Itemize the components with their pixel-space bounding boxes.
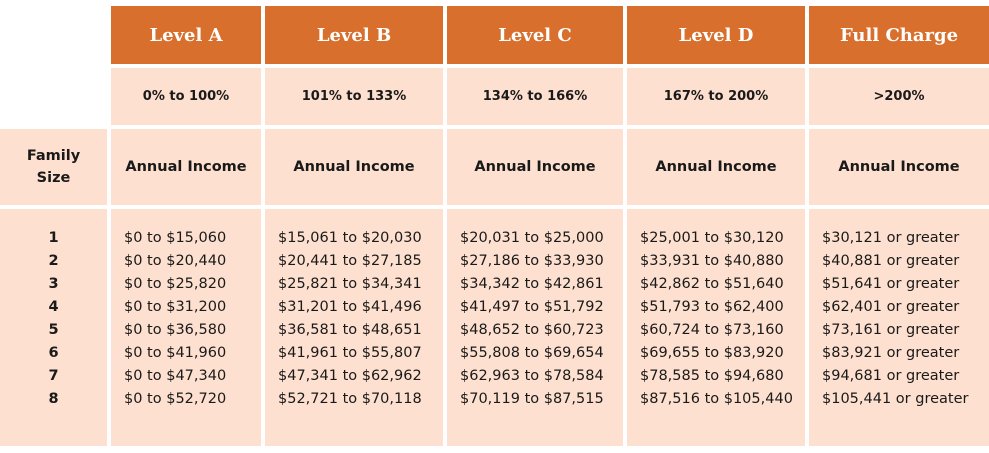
- income-value: $87,516 to $105,440: [640, 391, 793, 407]
- income-value: $62,401 or greater: [822, 299, 960, 315]
- full-charge-header: Full Charge: [809, 6, 989, 64]
- family-size: 8: [48, 391, 59, 407]
- level-b-header: Level B: [265, 6, 443, 64]
- family-size: 2: [48, 253, 59, 269]
- income-value: $73,161 or greater: [822, 322, 960, 338]
- income-value: $41,961 to $55,807: [278, 345, 422, 361]
- income-value: $36,581 to $48,651: [278, 322, 422, 338]
- level-a-header: Level A: [111, 6, 261, 64]
- income-value: $0 to $47,340: [124, 368, 227, 384]
- income-value: $34,342 to $42,861: [460, 276, 604, 292]
- family-size: 1: [48, 230, 59, 246]
- income-value: $15,061 to $20,030: [278, 230, 422, 246]
- level-b-income-label: Annual Income: [265, 129, 443, 205]
- full-charge-income-label: Annual Income: [809, 129, 989, 205]
- income-value: $40,881 or greater: [822, 253, 960, 269]
- level-d-values: $25,001 to $30,120 $33,931 to $40,880 $4…: [627, 209, 805, 446]
- income-value: $0 to $25,820: [124, 276, 227, 292]
- income-value: $33,931 to $40,880: [640, 253, 784, 269]
- family-size: 5: [48, 322, 59, 338]
- family-size-label-line1: Family: [26, 148, 81, 164]
- income-value: $0 to $36,580: [124, 322, 227, 338]
- income-value: $0 to $15,060: [124, 230, 227, 246]
- level-a-values: $0 to $15,060 $0 to $20,440 $0 to $25,82…: [111, 209, 261, 446]
- income-value: $0 to $20,440: [124, 253, 227, 269]
- family-size: 6: [48, 345, 59, 361]
- income-value: $42,862 to $51,640: [640, 276, 784, 292]
- income-value: $48,652 to $60,723: [460, 322, 604, 338]
- family-size-label-line2: Size: [36, 170, 71, 186]
- income-value: $27,186 to $33,930: [460, 253, 604, 269]
- income-value: $0 to $41,960: [124, 345, 227, 361]
- income-value: $20,441 to $27,185: [278, 253, 422, 269]
- income-value: $52,721 to $70,118: [278, 391, 422, 407]
- level-a-range: 0% to 100%: [111, 68, 261, 125]
- family-size: 4: [48, 299, 59, 315]
- family-size-header: Family Size: [0, 129, 107, 205]
- income-value: $0 to $52,720: [124, 391, 227, 407]
- level-c-values: $20,031 to $25,000 $27,186 to $33,930 $3…: [447, 209, 623, 446]
- level-b-values: $15,061 to $20,030 $20,441 to $27,185 $2…: [265, 209, 443, 446]
- income-value: $20,031 to $25,000: [460, 230, 604, 246]
- family-size-column: 1 2 3 4 5 6 7 8: [0, 209, 107, 446]
- income-value: $83,921 or greater: [822, 345, 960, 361]
- income-value: $70,119 to $87,515: [460, 391, 604, 407]
- income-value: $51,641 or greater: [822, 276, 960, 292]
- income-value: $30,121 or greater: [822, 230, 960, 246]
- income-value: $25,001 to $30,120: [640, 230, 784, 246]
- full-charge-range: >200%: [809, 68, 989, 125]
- income-value: $41,497 to $51,792: [460, 299, 604, 315]
- family-size: 3: [48, 276, 59, 292]
- income-value: $94,681 or greater: [822, 368, 960, 384]
- level-a-income-label: Annual Income: [111, 129, 261, 205]
- income-value: $62,963 to $78,584: [460, 368, 604, 384]
- income-value: $47,341 to $62,962: [278, 368, 422, 384]
- income-value: $69,655 to $83,920: [640, 345, 784, 361]
- income-value: $0 to $31,200: [124, 299, 227, 315]
- income-value: $31,201 to $41,496: [278, 299, 422, 315]
- income-value: $105,441 or greater: [822, 391, 969, 407]
- level-c-range: 134% to 166%: [447, 68, 623, 125]
- level-c-header: Level C: [447, 6, 623, 64]
- level-d-range: 167% to 200%: [627, 68, 805, 125]
- income-value: $55,808 to $69,654: [460, 345, 604, 361]
- income-value: $78,585 to $94,680: [640, 368, 784, 384]
- level-c-income-label: Annual Income: [447, 129, 623, 205]
- level-d-income-label: Annual Income: [627, 129, 805, 205]
- full-charge-values: $30,121 or greater $40,881 or greater $5…: [809, 209, 989, 446]
- income-value: $25,821 to $34,341: [278, 276, 422, 292]
- income-value: $60,724 to $73,160: [640, 322, 784, 338]
- income-value: $51,793 to $62,400: [640, 299, 784, 315]
- family-size: 7: [48, 368, 59, 384]
- level-b-range: 101% to 133%: [265, 68, 443, 125]
- level-d-header: Level D: [627, 6, 805, 64]
